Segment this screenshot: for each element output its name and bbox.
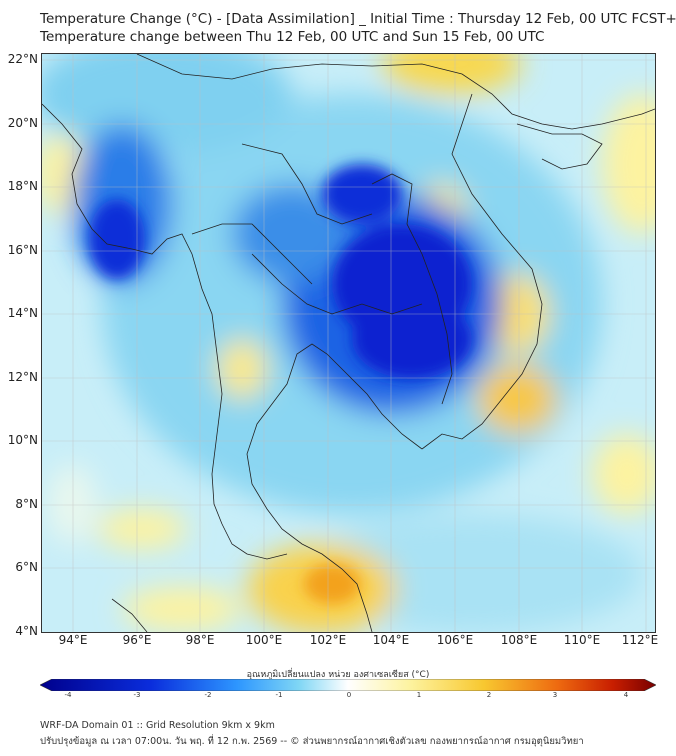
lat-label: 16°N xyxy=(7,243,38,257)
colorbar-title: อุณหภูมิเปลี่ยนแปลง หน่วย องศาเซลเซียส (… xyxy=(246,670,430,680)
lon-label: 108°E xyxy=(500,633,538,647)
colorbar-tick: -4 xyxy=(64,691,72,699)
colorbar xyxy=(40,679,656,691)
lon-label: 102°E xyxy=(309,633,347,647)
lat-label: 22°N xyxy=(7,52,38,66)
lon-label: 98°E xyxy=(185,633,215,647)
lat-label: 6°N xyxy=(15,560,38,574)
lat-label: 8°N xyxy=(15,497,38,511)
colorbar-tick: -2 xyxy=(204,691,212,699)
footer-credit: ปรับปรุงข้อมูล ณ เวลา 07:00น. วัน พฤ. ที… xyxy=(40,736,584,747)
lat-label: 10°N xyxy=(7,433,38,447)
lon-label: 94°E xyxy=(58,633,88,647)
colorbar-tick: -3 xyxy=(133,691,141,699)
lat-label: 12°N xyxy=(7,370,38,384)
lat-label: 14°N xyxy=(7,306,38,320)
lat-label: 4°N xyxy=(15,624,38,638)
lat-label: 20°N xyxy=(7,116,38,130)
lat-label: 18°N xyxy=(7,179,38,193)
coastlines xyxy=(42,54,655,632)
graticule xyxy=(42,54,655,632)
map-subtitle: Temperature change between Thu 12 Feb, 0… xyxy=(40,29,545,45)
colorbar-tick: -1 xyxy=(275,691,283,699)
footer-model-info: WRF-DA Domain 01 :: Grid Resolution 9km … xyxy=(40,720,275,731)
lon-label: 106°E xyxy=(436,633,474,647)
colorbar-tick: 2 xyxy=(486,691,492,699)
colorbar-tick: 4 xyxy=(623,691,629,699)
lon-label: 96°E xyxy=(122,633,152,647)
lon-label: 110°E xyxy=(563,633,601,647)
map-title: Temperature Change (°C) - [Data Assimila… xyxy=(40,11,676,27)
temperature-change-map xyxy=(41,53,656,633)
lon-label: 104°E xyxy=(372,633,410,647)
colorbar-tick: 3 xyxy=(552,691,558,699)
lon-label: 100°E xyxy=(245,633,283,647)
colorbar-tick: 1 xyxy=(416,691,422,699)
colorbar-tick: 0 xyxy=(346,691,352,699)
lon-label: 112°E xyxy=(621,633,659,647)
